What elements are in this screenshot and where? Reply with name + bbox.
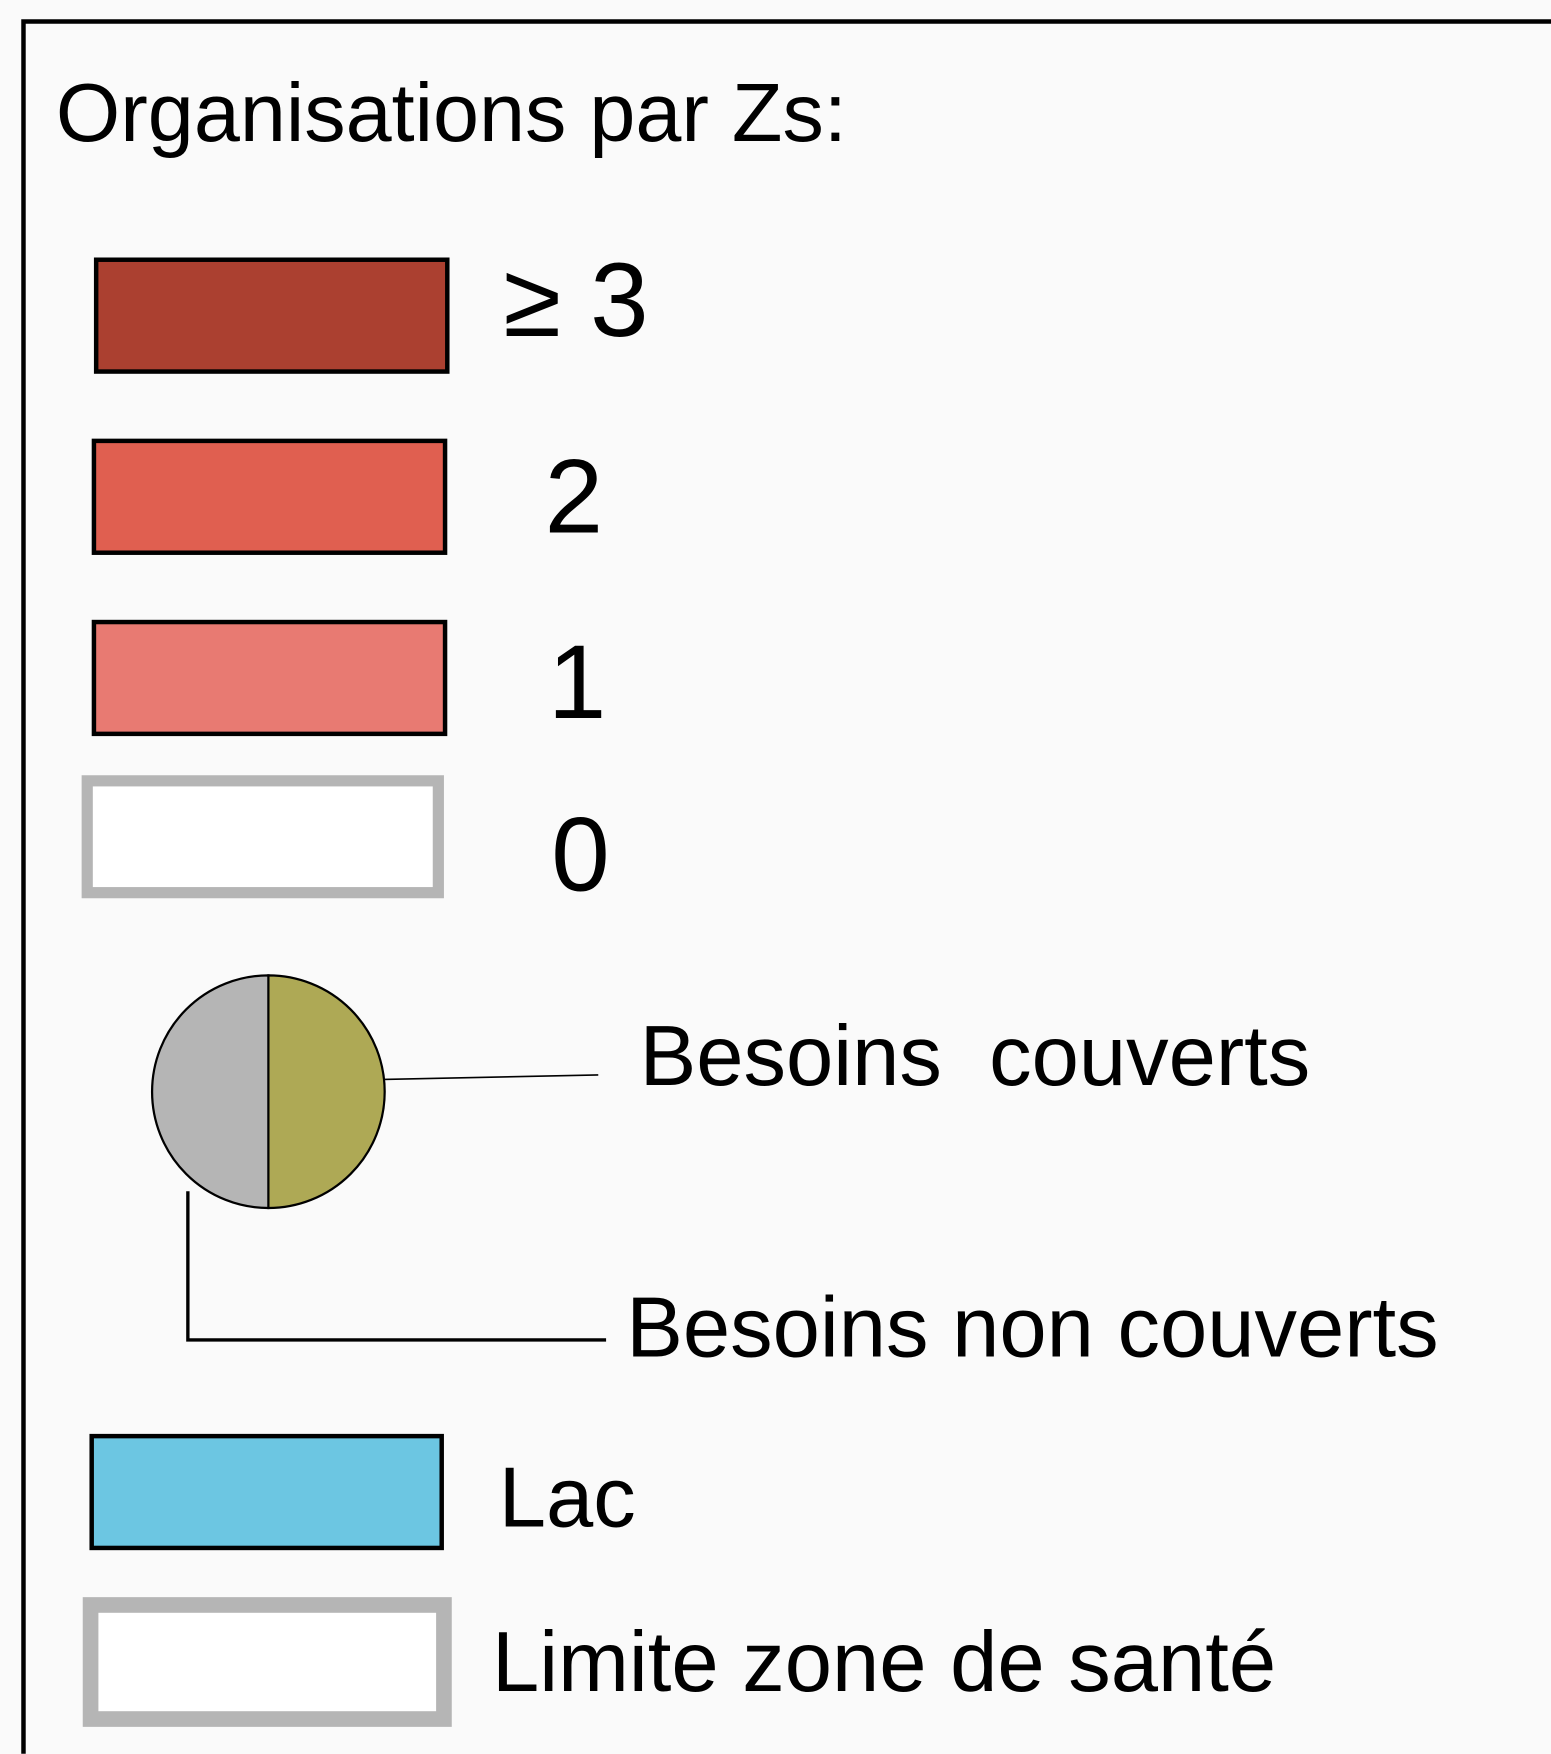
pie-half bbox=[151, 974, 270, 1210]
class-label: ≥ 3 bbox=[503, 242, 648, 359]
class-label: 2 bbox=[545, 439, 603, 556]
class-swatch bbox=[91, 438, 448, 555]
lake-swatch bbox=[89, 1433, 444, 1551]
pie-half bbox=[267, 974, 386, 1210]
class-swatch bbox=[93, 257, 450, 374]
leader-line bbox=[186, 1191, 607, 1342]
boundary-label: Limite zone de santé bbox=[492, 1615, 1276, 1710]
class-swatch bbox=[91, 619, 448, 737]
boundary-swatch bbox=[82, 1597, 452, 1727]
legend-frame bbox=[21, 19, 1551, 1754]
class-swatch bbox=[81, 775, 444, 899]
leader-line bbox=[383, 1074, 599, 1081]
class-label: 0 bbox=[551, 796, 609, 913]
legend-title: Organisations par Zs: bbox=[56, 66, 847, 159]
pie-label: Besoins couverts bbox=[640, 1009, 1311, 1104]
class-label: 1 bbox=[548, 624, 606, 741]
pie-label: Besoins non couverts bbox=[626, 1281, 1438, 1376]
lake-label: Lac bbox=[499, 1451, 636, 1546]
